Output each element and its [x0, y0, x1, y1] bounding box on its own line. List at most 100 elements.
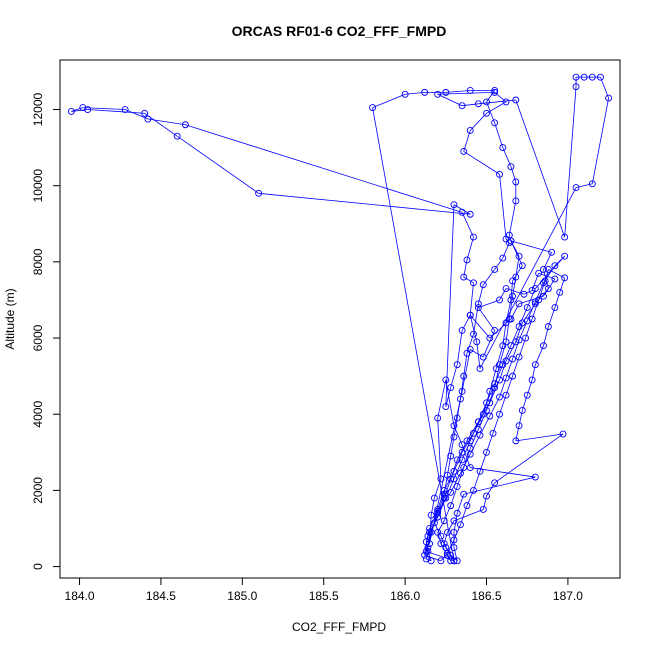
series-segment	[502, 147, 512, 167]
series-segment	[534, 345, 544, 365]
series-segment	[494, 257, 504, 270]
data-point	[450, 475, 458, 483]
data-point	[470, 486, 477, 494]
series-segment	[499, 174, 507, 240]
y-axis-label: Altitude (m)	[3, 288, 17, 349]
data-point	[528, 286, 536, 294]
series-segment	[564, 86, 577, 238]
data-point	[551, 275, 559, 283]
data-point	[447, 384, 455, 392]
data-point	[474, 418, 482, 426]
data-point	[572, 73, 580, 81]
data-point	[540, 266, 547, 273]
series-segment	[440, 552, 448, 562]
data-point	[460, 464, 468, 471]
data-point	[470, 279, 477, 287]
data-point	[507, 315, 515, 323]
data-point	[434, 414, 442, 422]
series-segment	[437, 520, 445, 533]
data-point	[421, 551, 429, 559]
data-point	[437, 540, 445, 548]
data-point	[535, 296, 543, 304]
data-point	[580, 73, 588, 81]
data-point	[597, 73, 604, 81]
series-segment	[494, 364, 504, 384]
data-point	[479, 410, 487, 418]
data-point	[483, 109, 490, 117]
plot-frame	[59, 59, 621, 579]
series-segment	[478, 410, 487, 430]
data-point	[512, 178, 520, 186]
series-segment	[478, 299, 500, 308]
data-point	[479, 353, 487, 361]
data-point	[540, 342, 547, 350]
data-point	[486, 334, 494, 342]
data-point	[496, 296, 503, 304]
data-point	[450, 422, 458, 430]
data-point	[466, 210, 474, 218]
data-point	[426, 525, 433, 532]
data-point	[491, 88, 499, 96]
data-point	[499, 342, 507, 350]
series-segment	[526, 288, 536, 308]
data-point	[518, 262, 526, 270]
series-segment	[372, 107, 455, 561]
data-point	[518, 406, 526, 414]
series-segment	[502, 345, 512, 365]
data-point	[483, 399, 490, 407]
data-point	[561, 233, 569, 241]
series-segment	[515, 99, 566, 238]
data-point	[181, 121, 189, 129]
x-tick-label: 187.0	[553, 589, 583, 603]
series-co2-profile	[67, 73, 613, 565]
data-point	[505, 239, 513, 247]
y-tick-label: 6000	[31, 324, 45, 351]
data-point	[531, 361, 539, 369]
series-segment	[559, 277, 566, 293]
data-point	[509, 372, 517, 380]
data-point	[450, 536, 458, 544]
data-point	[572, 184, 580, 192]
data-point	[440, 517, 448, 525]
data-point	[470, 429, 477, 437]
data-point	[458, 208, 466, 216]
data-point	[491, 326, 499, 334]
series-segment	[450, 473, 461, 493]
y-tick-label: 0	[31, 563, 45, 570]
series-segment	[510, 240, 552, 253]
data-point	[458, 448, 466, 456]
data-point	[512, 96, 520, 104]
data-point	[491, 87, 499, 94]
data-point	[588, 180, 596, 188]
data-point	[453, 361, 461, 369]
series-segment	[466, 421, 479, 442]
data-point	[541, 277, 549, 285]
data-point	[522, 334, 530, 342]
data-point	[588, 73, 596, 81]
series-segment	[508, 200, 517, 236]
chart-title: ORCAS RF01-6 CO2_FFF_FMPD	[232, 23, 447, 39]
data-point	[491, 119, 499, 127]
series-segment	[466, 237, 474, 261]
series-segment	[478, 307, 495, 331]
series-segment	[518, 320, 528, 341]
data-point	[561, 274, 569, 282]
series-segment	[461, 212, 474, 238]
series-segment	[463, 476, 536, 495]
data-point	[450, 517, 458, 525]
data-point	[491, 479, 499, 487]
data-point	[496, 393, 503, 401]
data-point	[427, 557, 435, 565]
data-point	[442, 88, 450, 96]
data-point	[572, 83, 580, 91]
data-point	[515, 422, 523, 430]
data-point	[492, 365, 500, 372]
data-point	[447, 452, 455, 460]
data-point	[466, 450, 474, 458]
x-tick-label: 186.0	[390, 589, 420, 603]
series-segment	[469, 282, 474, 316]
data-point	[509, 355, 517, 363]
data-point	[502, 391, 510, 399]
x-tick-label: 184.0	[65, 589, 95, 603]
series-segment	[486, 482, 495, 497]
